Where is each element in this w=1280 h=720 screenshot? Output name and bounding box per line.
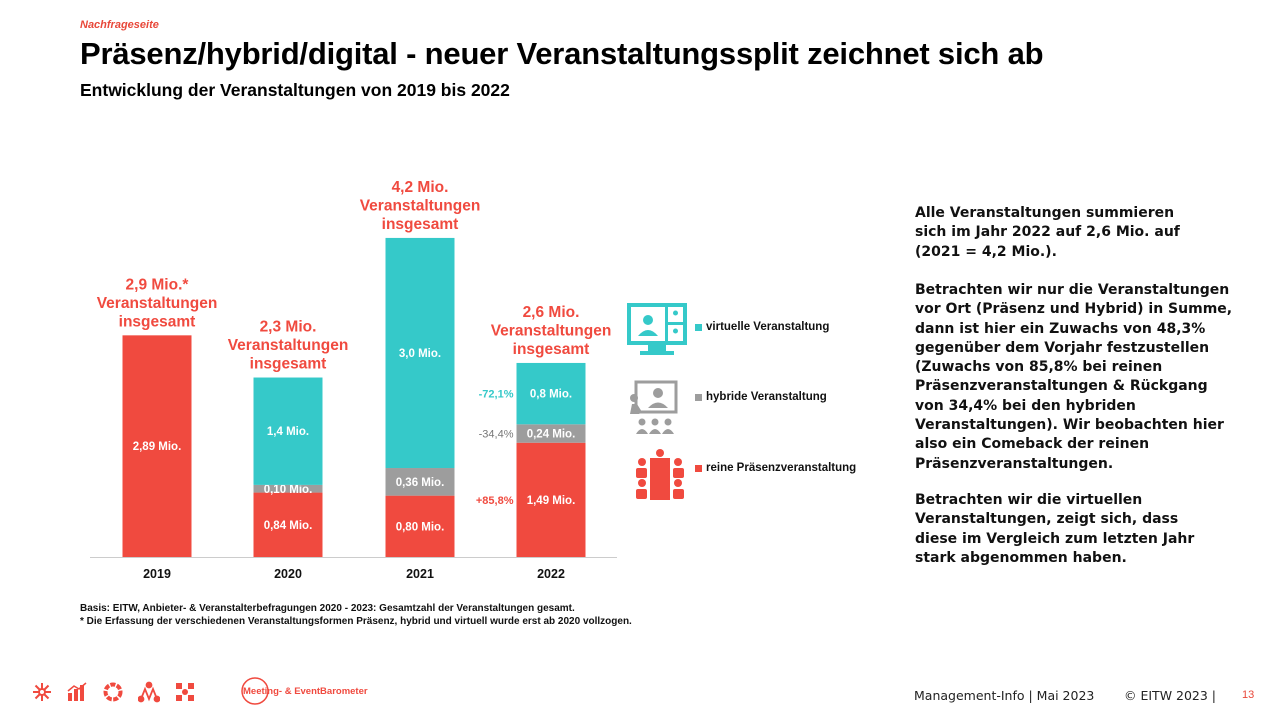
- bar-hybrid-2021: [385, 468, 455, 496]
- total-label-2019-line3: insgesamt: [119, 313, 196, 330]
- total-label-2022-line2: Veranstaltungen: [491, 322, 612, 339]
- change-label-praesenz: +85,8%: [476, 495, 514, 507]
- total-label-2022-line3: insgesamt: [513, 341, 590, 358]
- bar-virtuell-2020: [253, 377, 323, 485]
- legend-label-hybrid: hybride Veranstaltung: [706, 391, 827, 403]
- value-label-virtuell-2020: 1,4 Mio.: [267, 426, 309, 438]
- bar-praesenz-2022: [516, 442, 586, 557]
- total-label-2019-line1: 2,9 Mio.*: [126, 276, 190, 293]
- bar-virtuell-2022: [516, 362, 586, 425]
- source-line: Basis: EITW, Anbieter- & Veranstalterbef…: [80, 603, 575, 614]
- ring-icon: [102, 681, 124, 703]
- presenter-audience-icon: [628, 380, 682, 441]
- bar-praesenz-2020: [253, 492, 323, 557]
- source-footnote: Basis: EITW, Anbieter- & Veranstalterbef…: [80, 603, 632, 628]
- x-tick-label-2021: 2021: [406, 567, 434, 581]
- summary-paragraph-1: Alle Veranstaltungen summieren sich im J…: [915, 205, 1180, 260]
- copyright: © EITW 2023 |: [1124, 688, 1217, 703]
- legend-label-virtuell: virtuelle Veranstaltung: [706, 321, 830, 333]
- asterisk-icon: [31, 681, 53, 703]
- meeting-table-icon: [632, 448, 688, 507]
- brand-name: Meeting- & EventBarometer: [243, 686, 368, 697]
- bar-virtuell-2021: [385, 237, 455, 469]
- legend-swatch-hybrid: [695, 393, 702, 401]
- value-label-praesenz-2019: 2,89 Mio.: [133, 441, 182, 453]
- legend-item-virtuell: virtuelle Veranstaltung: [695, 321, 829, 333]
- total-label-2021-line3: insgesamt: [382, 216, 459, 233]
- legend-item-hybrid: hybride Veranstaltung: [695, 391, 827, 403]
- total-label-2022-line1: 2,6 Mio.: [523, 304, 580, 321]
- bar-praesenz-2019: [122, 335, 192, 557]
- value-label-praesenz-2020: 0,84 Mio.: [264, 520, 313, 532]
- value-label-hybrid-2021: 0,36 Mio.: [396, 477, 445, 489]
- value-label-praesenz-2021: 0,80 Mio.: [396, 521, 445, 533]
- section-kicker: Nachfrageseite: [80, 19, 159, 31]
- value-label-virtuell-2021: 3,0 Mio.: [399, 348, 441, 360]
- total-label-2021-line2: Veranstaltungen: [360, 197, 481, 214]
- x-tick-label-2022: 2022: [537, 567, 565, 581]
- value-label-praesenz-2022: 1,49 Mio.: [527, 495, 576, 507]
- summary-paragraph-3: Betrachten wir die virtuellen Veranstalt…: [915, 492, 1195, 566]
- report-label: Management-Info | Mai 2023: [914, 688, 1095, 703]
- change-label-virtuell: -72,1%: [479, 389, 514, 401]
- asterisk-note: * Die Erfassung der verschiedenen Verans…: [80, 615, 632, 627]
- bar-praesenz-2021: [385, 495, 455, 557]
- change-label-hybrid: -34,4%: [479, 429, 514, 441]
- brand-logo: Meeting- & EventBarometer: [240, 674, 380, 713]
- legend-swatch-virtuell: [695, 323, 702, 331]
- monitor-video-call-icon: [626, 302, 688, 361]
- bar-hybrid-2020: [253, 484, 323, 493]
- value-label-hybrid-2022: 0,24 Mio.: [527, 429, 576, 441]
- total-label-2021-line1: 4,2 Mio.: [392, 179, 449, 196]
- x-tick-label-2020: 2020: [274, 567, 302, 581]
- legend-item-praesenz: reine Präsenzveranstaltung: [695, 462, 856, 474]
- legend-swatch-praesenz: [695, 464, 702, 472]
- legend-label-praesenz: reine Präsenzveranstaltung: [706, 462, 857, 474]
- total-label-2020-line1: 2,3 Mio.: [260, 319, 317, 336]
- page-title: Präsenz/hybrid/digital - neuer Veranstal…: [80, 36, 1044, 71]
- page-subtitle: Entwicklung der Veranstaltungen von 2019…: [80, 80, 510, 100]
- bar-chart-icon: [66, 681, 88, 703]
- x-tick-label-2019: 2019: [143, 567, 171, 581]
- bar-hybrid-2022: [516, 424, 586, 443]
- total-label-2020-line2: Veranstaltungen: [228, 337, 349, 354]
- summary-paragraph-2: Betrachten wir nur die Veranstaltungen v…: [915, 282, 1233, 472]
- network-icon: [174, 681, 196, 703]
- total-label-2020-line3: insgesamt: [250, 356, 327, 373]
- total-label-2019-line2: Veranstaltungen: [97, 295, 218, 312]
- value-label-virtuell-2022: 0,8 Mio.: [530, 389, 572, 401]
- people-network-icon: [137, 681, 161, 703]
- value-label-hybrid-2020: 0,10 Mio.: [264, 484, 313, 496]
- page-number: 13: [1242, 689, 1255, 701]
